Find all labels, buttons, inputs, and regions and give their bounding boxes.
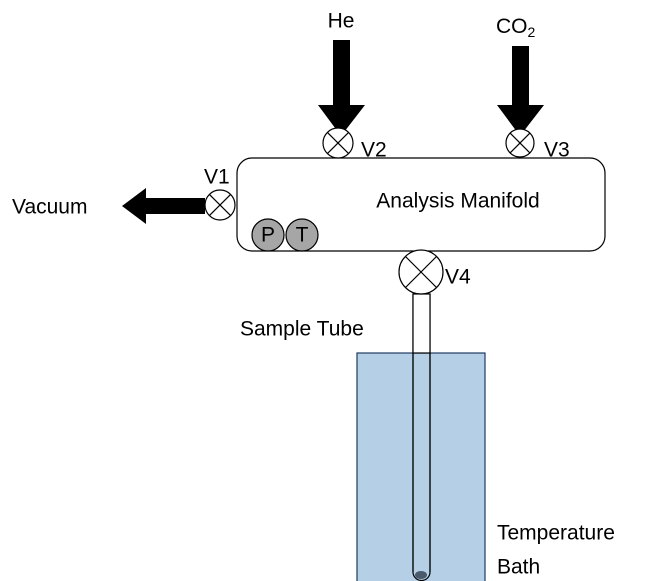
gauge [285,218,319,252]
temperature-bath [356,352,486,581]
valve [398,249,444,295]
valve [204,189,236,221]
sample-label: Sample Tube [240,318,364,341]
valve-label: V1 [204,166,230,189]
inlet-label: CO2 [496,15,536,40]
sample-tube-top [412,293,431,354]
inlet-label-subscript: 2 [528,24,536,40]
inlet-label-text: CO [496,15,528,38]
sample [415,571,427,579]
inlet-arrow [497,46,544,136]
gauge [251,218,285,252]
sample-tube [412,293,431,581]
gauge-label: T [296,224,309,247]
inlet-label: He [328,10,355,33]
valve [322,127,354,159]
bath-label: Temperature [497,522,615,545]
valve-label: V2 [361,139,387,162]
valve-label: V4 [445,266,471,289]
inlet-arrow [318,40,365,136]
outlet-arrow [122,188,205,224]
outlet-label: Vacuum [12,196,87,219]
gauge-label: P [261,224,275,247]
manifold-label: Analysis Manifold [376,190,539,213]
valve-label: V3 [544,139,570,162]
valve [505,128,535,158]
bath-label: Bath [497,556,540,579]
